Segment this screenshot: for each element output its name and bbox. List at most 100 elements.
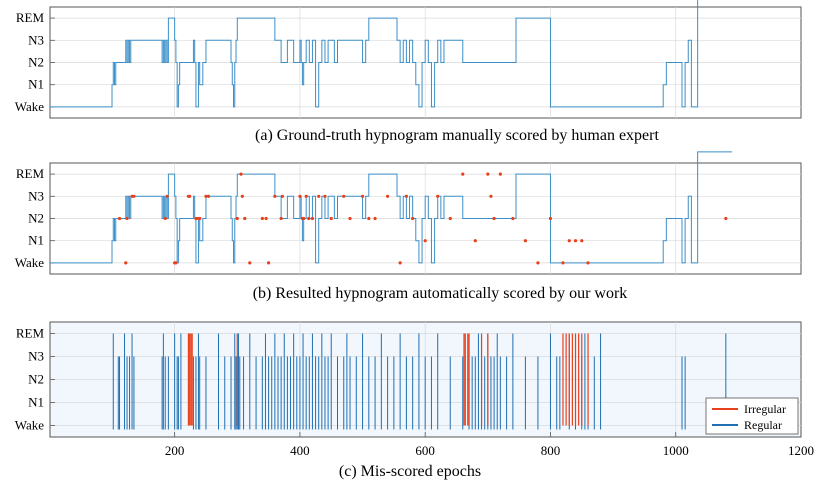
y-tick-label: N3: [28, 188, 44, 203]
irregular-point: [423, 239, 427, 243]
y-tick-label: N3: [28, 349, 44, 364]
irregular-point: [580, 239, 584, 243]
y-tick-label: REM: [16, 166, 45, 181]
irregular-point: [498, 172, 502, 176]
irregular-point: [304, 194, 308, 198]
irregular-point: [411, 216, 415, 221]
y-tick-label: N3: [28, 32, 44, 47]
irregular-point: [360, 194, 365, 198]
legend-regular-label: Regular: [744, 418, 782, 432]
irregular-point: [329, 216, 333, 221]
irregular-point: [194, 216, 198, 221]
irregular-point: [492, 216, 496, 221]
irregular-point: [240, 194, 244, 198]
legend-box: [705, 397, 799, 435]
panel-c-x-ticks: 200 400 600 800 1000 1200: [165, 432, 814, 458]
legend: Irregular Regular: [705, 397, 799, 435]
panel-b-hypnogram-line: [50, 151, 733, 264]
panel-b-irregular-markers: [117, 172, 728, 265]
irregular-point: [567, 239, 571, 243]
irregular-point: [174, 261, 178, 265]
irregular-point: [310, 216, 315, 221]
irregular-point: [264, 216, 268, 221]
y-tick-label: REM: [16, 326, 45, 341]
irregular-point: [486, 172, 490, 176]
irregular-point: [586, 261, 590, 265]
x-tick-label: 1200: [788, 443, 814, 458]
panel-a: REM N3 N2 N1 Wake (a) Ground-truth hypnogram…: [15, 0, 802, 144]
irregular-point: [239, 172, 243, 176]
irregular-point: [489, 194, 493, 198]
y-tick-label: N2: [28, 55, 44, 70]
irregular-point: [132, 194, 136, 198]
irregular-point: [523, 239, 528, 243]
panel-c-y-ticks: REM N3 N2 N1 Wake: [15, 326, 55, 433]
panel-a-caption: (a) Ground-truth hypnogram manually scor…: [255, 127, 659, 144]
panel-c-caption: (c) Mis-scored epochs: [339, 463, 481, 480]
irregular-point: [125, 216, 129, 221]
irregular-point: [206, 194, 211, 198]
y-tick-label: N2: [28, 372, 44, 387]
irregular-point: [298, 194, 302, 198]
irregular-point: [386, 194, 390, 198]
panel-b-caption: (b) Resulted hypnogram automatically sco…: [253, 285, 628, 302]
irregular-point: [279, 216, 283, 221]
y-tick-label: N1: [28, 395, 44, 410]
y-tick-label: REM: [16, 10, 45, 25]
y-tick-label: N2: [28, 211, 44, 226]
irregular-point: [448, 216, 452, 221]
x-tick-label: 1000: [663, 443, 689, 458]
y-tick-label: Wake: [15, 418, 44, 433]
panel-b-y-ticks: REM N3 N2 N1 Wake: [15, 166, 55, 270]
irregular-point: [260, 216, 264, 221]
irregular-point: [461, 172, 465, 176]
irregular-point: [536, 261, 540, 265]
irregular-point: [573, 239, 578, 243]
irregular-point: [273, 194, 277, 198]
irregular-point: [348, 216, 352, 221]
x-tick-label: 200: [165, 443, 185, 458]
irregular-point: [511, 216, 515, 221]
irregular-point: [404, 194, 408, 198]
x-tick-label: 400: [290, 443, 310, 458]
irregular-point: [248, 261, 252, 265]
irregular-point: [436, 194, 440, 198]
irregular-point: [307, 216, 311, 221]
x-tick-label: 800: [541, 443, 561, 458]
irregular-point: [548, 216, 553, 221]
irregular-point: [117, 216, 122, 221]
legend-irregular-label: Irregular: [744, 402, 786, 416]
irregular-point: [280, 194, 284, 198]
irregular-point: [724, 216, 728, 221]
panel-a-hypnogram-line: [50, 0, 699, 108]
irregular-point: [188, 194, 192, 198]
irregular-point: [235, 216, 239, 221]
y-tick-label: Wake: [15, 255, 44, 270]
irregular-point: [243, 216, 247, 221]
irregular-point: [373, 216, 377, 221]
irregular-point: [367, 216, 371, 221]
irregular-point: [561, 261, 565, 265]
irregular-point: [165, 194, 169, 198]
irregular-point: [317, 194, 321, 198]
y-tick-label: N1: [28, 233, 44, 248]
panel-c-epoch-lines: [112, 333, 727, 430]
y-tick-label: Wake: [15, 99, 44, 114]
irregular-point: [198, 216, 202, 221]
y-tick-label: N1: [28, 77, 44, 92]
panel-a-y-ticks: REM N3 N2 N1 Wake: [15, 10, 55, 114]
irregular-point: [398, 261, 402, 265]
irregular-point: [473, 239, 477, 243]
irregular-point: [204, 194, 208, 198]
irregular-point: [342, 194, 346, 198]
panel-b: REM N3 N2 N1 Wake (b) Resulted hypnogram aut…: [15, 151, 802, 302]
irregular-point: [124, 261, 128, 265]
irregular-point: [302, 216, 306, 221]
panel-a-grid: [50, 7, 801, 118]
panel-c: REM N3 N2 N1 Wake 200 400 600 800 1000 1200 Irreg…: [15, 321, 814, 480]
x-tick-label: 600: [415, 443, 435, 458]
irregular-point: [266, 261, 271, 265]
irregular-point: [323, 194, 327, 198]
irregular-point: [163, 216, 167, 221]
